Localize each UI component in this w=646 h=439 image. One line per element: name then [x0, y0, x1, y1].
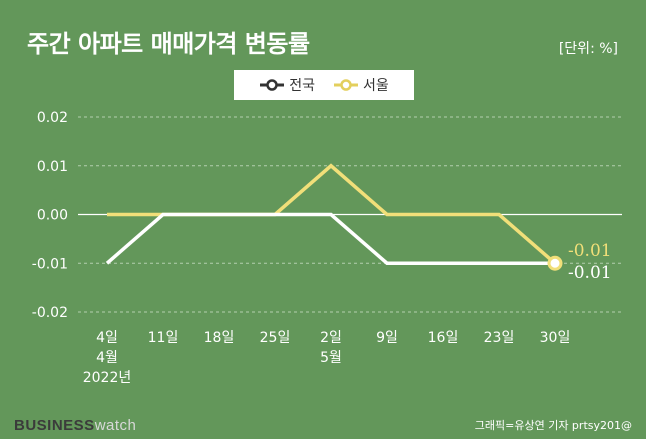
brand-logo-bold: BUSINESS	[14, 417, 95, 434]
brand-logo-light: watch	[94, 417, 137, 434]
y-tick-label: -0.02	[32, 305, 68, 321]
legend-label-seoul: 서울	[363, 78, 389, 94]
y-tick-label: 0.00	[37, 208, 68, 224]
end-label-national: -0.01	[568, 263, 612, 283]
end-label-seoul: -0.01	[568, 241, 612, 261]
x-tick-label: 16일	[428, 330, 459, 346]
x-tick-label: 25일	[260, 330, 291, 346]
x-tick-label: 18일	[204, 330, 235, 346]
legend-item-seoul: 서울	[333, 75, 389, 95]
end-point-marker	[547, 255, 563, 271]
x-tick-label: 2022년	[83, 370, 132, 386]
x-tick-label: 30일	[540, 330, 571, 346]
unit-label: [단위: %]	[558, 41, 618, 57]
legend-label-national: 전국	[289, 78, 315, 94]
brand-logo: BUSINESSwatch	[14, 417, 136, 434]
series-line-national	[105, 212, 555, 265]
y-tick-label: -0.01	[32, 256, 68, 272]
y-tick-label: 0.01	[37, 159, 68, 175]
x-tick-label: 4월	[96, 350, 118, 366]
x-tick-label: 9일	[376, 330, 398, 346]
graphic-credit: 그래픽=유상연 기자 prtsy201@	[474, 419, 632, 432]
y-tick-label: 0.02	[37, 110, 68, 126]
x-tick-label: 11일	[148, 330, 179, 346]
chart-title: 주간 아파트 매매가격 변동률	[27, 30, 310, 58]
legend-marker-national	[260, 79, 285, 91]
legend-item-national: 전국	[259, 75, 315, 95]
x-tick-label: 5월	[320, 350, 342, 366]
legend-marker-seoul	[334, 79, 358, 91]
x-tick-label: 2일	[320, 330, 342, 346]
x-tick-label: 4일	[96, 330, 118, 346]
legend: 전국 서울	[234, 70, 414, 100]
x-tick-label: 23일	[484, 330, 515, 346]
